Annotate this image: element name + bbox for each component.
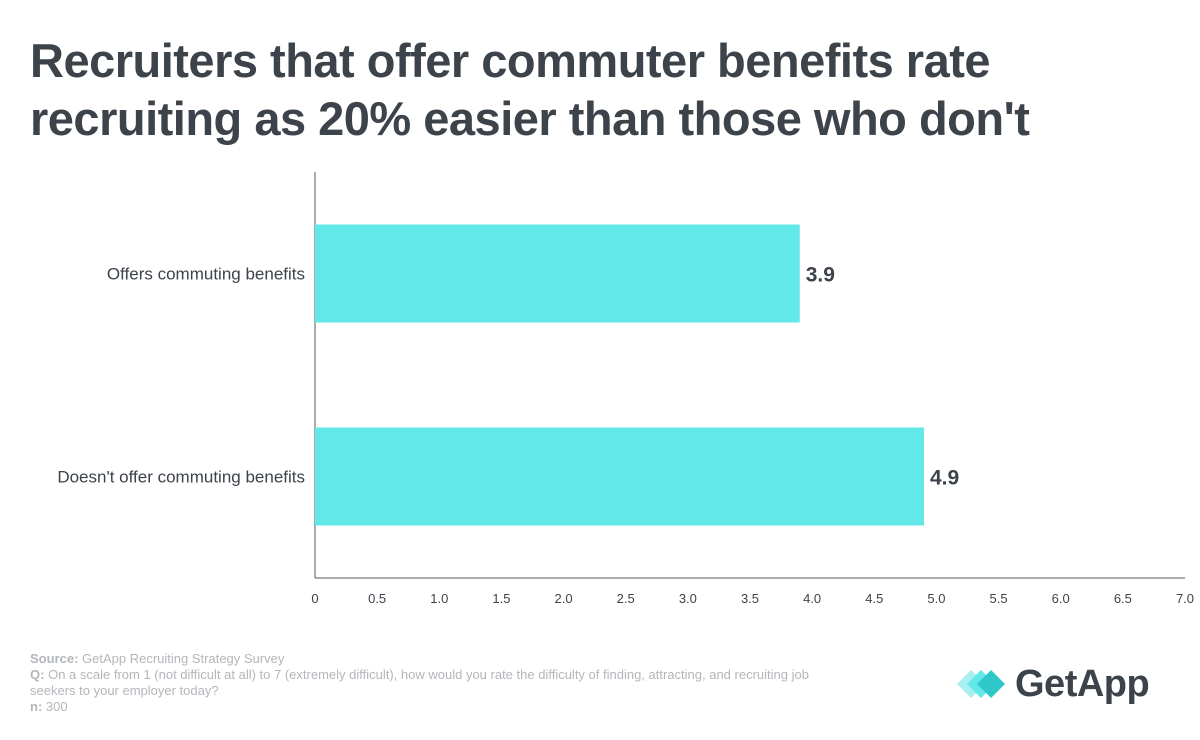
category-label-1: Offers commuting benefits [107,265,305,284]
sample-note: n: 300 [30,699,850,715]
x-tick-label-10: 5.0 [927,591,945,606]
value-label-1: 3.9 [806,264,835,287]
title-line-2: recruiting as 20% easier than those who … [30,92,1030,145]
x-tick-label-12: 6.0 [1052,591,1070,606]
x-tick-label-0: 0 [311,591,318,606]
question-label: Q: [30,667,45,682]
getapp-chevron-icon [957,670,1005,698]
source-label: Source: [30,651,79,666]
question-note: Q: On a scale from 1 (not difficult at a… [30,667,850,699]
x-tick-label-6: 3.0 [679,591,697,606]
x-tick-label-7: 3.5 [741,591,759,606]
source-note: Source: GetApp Recruiting Strategy Surve… [30,651,850,667]
title-line-1: Recruiters that offer commuter benefits … [30,34,991,87]
logo-text: GetApp [1015,662,1150,705]
source-text: GetApp Recruiting Strategy Survey [82,651,285,666]
x-tick-label-5: 2.5 [617,591,635,606]
x-tick-label-3: 1.5 [492,591,510,606]
x-tick-label-1: 0.5 [368,591,386,606]
x-tick-label-14: 7.0 [1176,591,1194,606]
sample-label: n: [30,699,43,714]
x-tick-label-9: 4.5 [865,591,883,606]
value-label-2: 4.9 [930,467,959,490]
x-tick-label-13: 6.5 [1114,591,1132,606]
chart-title: Recruiters that offer commuter benefits … [30,32,1180,148]
question-text: On a scale from 1 (not difficult at all)… [30,667,809,698]
x-tick-label-2: 1.0 [430,591,448,606]
bar-1 [315,224,800,323]
bar-2 [315,427,924,526]
getapp-logo: GetApp [955,662,1150,706]
sample-text: 300 [45,699,68,714]
x-tick-label-4: 2.0 [555,591,573,606]
bar-chart: Offers commuting benefits 3.9 Doesn't offe… [57,172,1194,606]
category-label-2: Doesn't offer commuting benefits [57,468,305,487]
footer-notes: Source: GetApp Recruiting Strategy Surve… [30,651,850,715]
x-tick-label-8: 4.0 [803,591,821,606]
x-tick-label-11: 5.5 [990,591,1008,606]
